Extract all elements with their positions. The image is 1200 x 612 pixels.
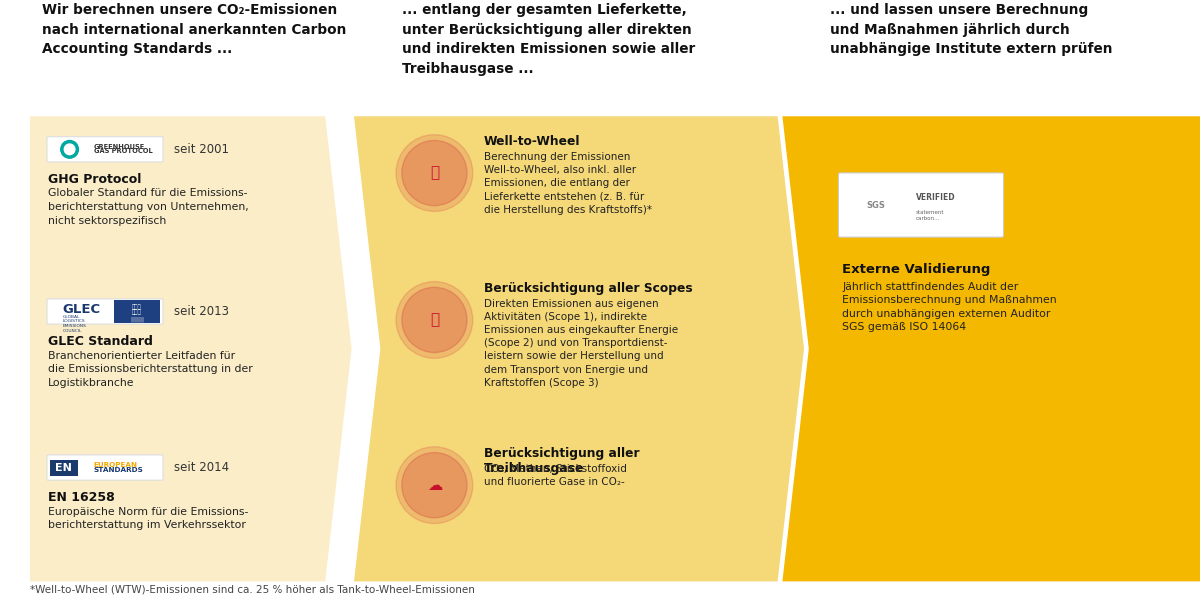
Text: GHG Protocol: GHG Protocol (48, 173, 142, 186)
Text: Berücksichtigung aller
Treibhausgase: Berücksichtigung aller Treibhausgase (484, 447, 640, 475)
FancyBboxPatch shape (114, 300, 160, 323)
Text: statement
carbon...: statement carbon... (916, 210, 944, 221)
Text: ☁: ☁ (427, 477, 442, 493)
Text: Globaler Standard für die Emissions-
berichterstattung von Unternehmen,
nicht se: Globaler Standard für die Emissions- ber… (48, 188, 248, 226)
Text: Berücksichtigung aller Scopes: Berücksichtigung aller Scopes (484, 282, 692, 294)
Polygon shape (782, 116, 1200, 581)
Text: Direkten Emissionen aus eigenen
Aktivitäten (Scope 1), indirekte
Emissionen aus : Direkten Emissionen aus eigenen Aktivitä… (484, 299, 678, 388)
Text: 🏭: 🏭 (430, 312, 439, 327)
Text: GREENHOUSE: GREENHOUSE (94, 144, 145, 150)
Text: GLOBAL
LOGISTICS
EMISSIONS
COUNCIL: GLOBAL LOGISTICS EMISSIONS COUNCIL (62, 315, 86, 332)
Text: ... und lassen unsere Berechnung
und Maßnahmen jährlich durch
unabhängige Instit: ... und lassen unsere Berechnung und Maß… (830, 3, 1112, 56)
Circle shape (61, 141, 78, 158)
Text: EN: EN (55, 463, 72, 472)
Text: seit 2014: seit 2014 (174, 461, 229, 474)
Circle shape (402, 452, 467, 518)
Text: GLEC Standard: GLEC Standard (48, 335, 152, 348)
Circle shape (402, 140, 467, 206)
Text: EN 16258: EN 16258 (48, 491, 115, 504)
FancyBboxPatch shape (839, 173, 1003, 237)
Text: SGS: SGS (866, 201, 886, 209)
Text: EUROPEAN: EUROPEAN (94, 463, 138, 468)
Circle shape (396, 447, 473, 523)
Text: seit 2001: seit 2001 (174, 143, 229, 156)
Text: Well-to-Wheel: Well-to-Wheel (484, 135, 580, 147)
Text: Europäische Norm für die Emissions-
berichterstattung im Verkehrssektor: Europäische Norm für die Emissions- beri… (48, 507, 248, 531)
Text: Jährlich stattfindendes Audit der
Emissionsberechnung und Maßnahmen
durch unabhä: Jährlich stattfindendes Audit der Emissi… (842, 282, 1057, 332)
Text: *Well-to-Wheel (WTW)-Emissionen sind ca. 25 % höher als Tank-to-Wheel-Emissionen: *Well-to-Wheel (WTW)-Emissionen sind ca.… (30, 584, 475, 594)
Text: GLEC: GLEC (62, 303, 101, 316)
Text: CO₂, Methan, Stickstoffoxid
und fluorierte Gase in CO₂-: CO₂, Methan, Stickstoffoxid und fluorier… (484, 464, 626, 487)
Text: STANDARDS: STANDARDS (94, 467, 144, 472)
Text: |||||||: ||||||| (130, 317, 144, 323)
Text: ... entlang der gesamten Lieferkette,
unter Berücksichtigung aller direkten
und : ... entlang der gesamten Lieferkette, un… (402, 3, 695, 75)
FancyBboxPatch shape (47, 455, 163, 480)
Text: seit 2013: seit 2013 (174, 305, 229, 318)
Text: Branchenorientierter Leitfaden für
die Emissionsberichterstattung in der
Logisti: Branchenorientierter Leitfaden für die E… (48, 351, 253, 388)
Circle shape (65, 144, 74, 155)
Text: Externe Validierung: Externe Validierung (842, 263, 991, 276)
Text: Wir berechnen unsere CO₂-Emissionen
nach international anerkannten Carbon
Accoun: Wir berechnen unsere CO₂-Emissionen nach… (42, 3, 347, 56)
Text: 〜〜〜: 〜〜〜 (132, 310, 142, 315)
Polygon shape (30, 116, 352, 581)
FancyBboxPatch shape (47, 136, 163, 162)
Text: GAS PROTOCOL: GAS PROTOCOL (94, 149, 152, 154)
Circle shape (396, 282, 473, 358)
Circle shape (396, 135, 473, 211)
Text: Berechnung der Emissionen
Well-to-Wheel, also inkl. aller
Emissionen, die entlan: Berechnung der Emissionen Well-to-Wheel,… (484, 152, 652, 215)
Polygon shape (354, 116, 804, 581)
Text: 〜〜〜: 〜〜〜 (132, 304, 142, 310)
Circle shape (402, 287, 467, 353)
Text: ⛽: ⛽ (430, 165, 439, 181)
FancyBboxPatch shape (47, 299, 163, 324)
Text: VERIFIED: VERIFIED (916, 193, 955, 202)
FancyBboxPatch shape (50, 460, 78, 476)
